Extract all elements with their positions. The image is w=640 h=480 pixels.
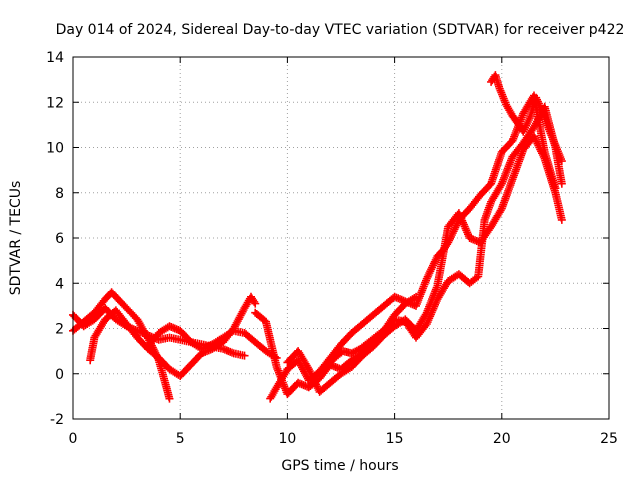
data-point: [557, 157, 566, 166]
x-tick-label: 25: [600, 431, 618, 447]
y-tick-label: 12: [46, 95, 64, 111]
y-tick-label: 8: [55, 186, 64, 202]
data-point: [240, 351, 249, 360]
chart-title: Day 014 of 2024, Sidereal Day-to-day VTE…: [56, 22, 625, 38]
data-point: [165, 394, 174, 403]
y-tick-labels: -2 0 2 4 6 8 10 12 14: [46, 50, 64, 428]
y-tick-label: 2: [55, 322, 64, 338]
y-tick-label: 14: [46, 50, 64, 66]
y-tick-label: 10: [46, 141, 64, 157]
data-point: [250, 297, 259, 306]
data-point: [557, 215, 566, 224]
x-tick-label: 20: [493, 431, 511, 447]
data-point: [390, 292, 399, 301]
y-tick-label: 4: [55, 276, 64, 292]
y-tick-label: -2: [50, 412, 64, 428]
data-point: [397, 295, 406, 304]
data-point: [349, 348, 358, 357]
x-tick-label: 5: [176, 431, 185, 447]
data-points: [69, 71, 566, 403]
data-point: [496, 206, 505, 215]
data-point: [531, 136, 540, 144]
x-tick-label: 10: [278, 431, 296, 447]
data-point: [557, 179, 566, 188]
series-track-c: [86, 292, 260, 380]
plot-frame: [72, 56, 610, 420]
x-tick-label: 15: [386, 431, 404, 447]
y-tick-label: 0: [55, 367, 64, 383]
data-point: [394, 294, 403, 303]
data-point: [309, 374, 318, 383]
data-point: [538, 149, 546, 158]
data-point: [347, 349, 356, 358]
data-point: [203, 342, 211, 351]
series-track-i: [487, 71, 566, 166]
data-point: [297, 380, 306, 389]
data-point: [294, 378, 303, 387]
x-axis-label: GPS time / hours: [281, 458, 398, 474]
x-tick-label: 0: [69, 431, 78, 447]
data-point: [429, 259, 438, 268]
data-point: [251, 299, 260, 308]
y-tick-label: 6: [55, 231, 64, 247]
y-axis-label: SDTVAR / TECUs: [8, 181, 24, 296]
grid-lines: [73, 57, 609, 419]
x-tick-labels: 0 5 10 15 20 25: [69, 431, 618, 447]
data-point: [451, 223, 460, 232]
